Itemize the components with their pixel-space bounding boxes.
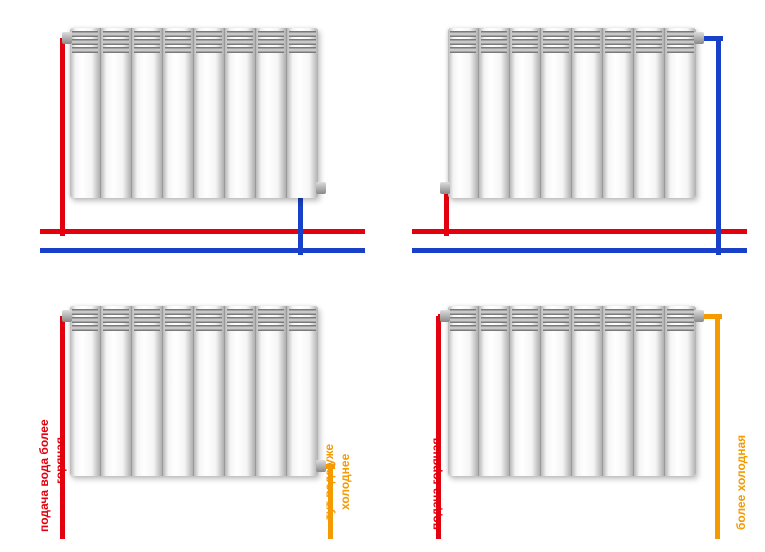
pipe-label: горячая: [53, 437, 67, 484]
radiator-section: [194, 28, 225, 198]
radiator-fins: [225, 306, 255, 333]
radiator-fins: [256, 28, 286, 55]
radiator-fins: [194, 306, 224, 333]
radiator-section: [665, 28, 696, 198]
radiator-section: [634, 28, 665, 198]
diagram-canvas: { "canvas": { "width": 765, "height": 55…: [0, 0, 765, 552]
radiator-section: [101, 28, 132, 198]
radiator-section: [163, 306, 194, 476]
radiator-fins: [479, 306, 509, 333]
radiator-fins: [132, 306, 162, 333]
radiator-fins: [665, 28, 696, 55]
radiator-fins: [448, 306, 478, 333]
radiator-fins: [510, 306, 540, 333]
radiator-section: [225, 306, 256, 476]
pipe-segment: [716, 38, 721, 255]
pipe-label: холоднее: [338, 454, 352, 510]
radiator-section: [287, 306, 318, 476]
radiator-fins: [448, 28, 478, 55]
radiator-section: [510, 28, 541, 198]
radiator-cap: [440, 310, 450, 322]
radiator-cap: [316, 182, 326, 194]
panel-top-left: [40, 18, 360, 268]
pipe-segment: [715, 316, 720, 539]
radiator-section: [225, 28, 256, 198]
radiator-fins: [163, 306, 193, 333]
radiator-section: [479, 306, 510, 476]
radiator-fins: [603, 306, 633, 333]
radiator-fins: [101, 28, 131, 55]
radiator-cap: [694, 32, 704, 44]
radiator-section: [479, 28, 510, 198]
radiator-fins: [70, 306, 100, 333]
radiator-fins: [101, 306, 131, 333]
radiator-fins: [225, 28, 255, 55]
radiator-section: [634, 306, 665, 476]
radiator-section: [603, 28, 634, 198]
radiator-fins: [70, 28, 100, 55]
panel-top-right: [412, 18, 752, 268]
radiator-section: [572, 28, 603, 198]
radiator-section: [132, 28, 163, 198]
radiator-section: [256, 306, 287, 476]
radiator: [448, 28, 696, 198]
pipe-label: подача горячая: [429, 438, 443, 530]
radiator-fins: [634, 28, 664, 55]
pipe-segment: [40, 229, 365, 234]
radiator-section: [448, 306, 479, 476]
pipe-segment: [412, 248, 747, 253]
radiator-fins: [256, 306, 286, 333]
radiator-fins: [634, 306, 664, 333]
radiator-fins: [287, 28, 318, 55]
radiator-section: [132, 306, 163, 476]
radiator: [70, 306, 318, 476]
pipe-segment: [298, 188, 303, 255]
radiator-fins: [541, 306, 571, 333]
radiator-section: [163, 28, 194, 198]
radiator-fins: [603, 28, 633, 55]
panel-bottom-left: подача вода болеегорячая тут вода ужехоло…: [40, 296, 360, 546]
radiator-section: [448, 28, 479, 198]
radiator-section: [510, 306, 541, 476]
radiator-section: [101, 306, 132, 476]
radiator-section: [572, 306, 603, 476]
radiator-fins: [479, 28, 509, 55]
pipe-segment: [40, 248, 365, 253]
pipe-label: тут вода уже: [322, 444, 336, 520]
radiator-fins: [132, 28, 162, 55]
radiator-cap: [694, 310, 704, 322]
pipe-segment: [60, 38, 65, 236]
radiator-fins: [572, 28, 602, 55]
radiator-fins: [541, 28, 571, 55]
radiator-section: [603, 306, 634, 476]
radiator-fins: [665, 306, 696, 333]
radiator-section: [541, 306, 572, 476]
pipe-segment: [60, 316, 65, 539]
radiator-fins: [287, 306, 318, 333]
radiator-fins: [163, 28, 193, 55]
radiator-section: [287, 28, 318, 198]
pipe-label: подача вода более: [37, 419, 51, 532]
radiator-fins: [510, 28, 540, 55]
radiator-fins: [572, 306, 602, 333]
radiator-section: [70, 306, 101, 476]
pipe-segment: [412, 229, 747, 234]
panel-bottom-right: подача горячая более холодная: [412, 296, 752, 546]
pipe-label: более холодная: [734, 435, 748, 530]
radiator-section: [256, 28, 287, 198]
radiator-cap: [62, 32, 72, 44]
radiator: [448, 306, 696, 476]
radiator-fins: [194, 28, 224, 55]
radiator-cap: [62, 310, 72, 322]
radiator-cap: [440, 182, 450, 194]
radiator-section: [665, 306, 696, 476]
radiator: [70, 28, 318, 198]
radiator-section: [194, 306, 225, 476]
radiator-section: [541, 28, 572, 198]
radiator-section: [70, 28, 101, 198]
